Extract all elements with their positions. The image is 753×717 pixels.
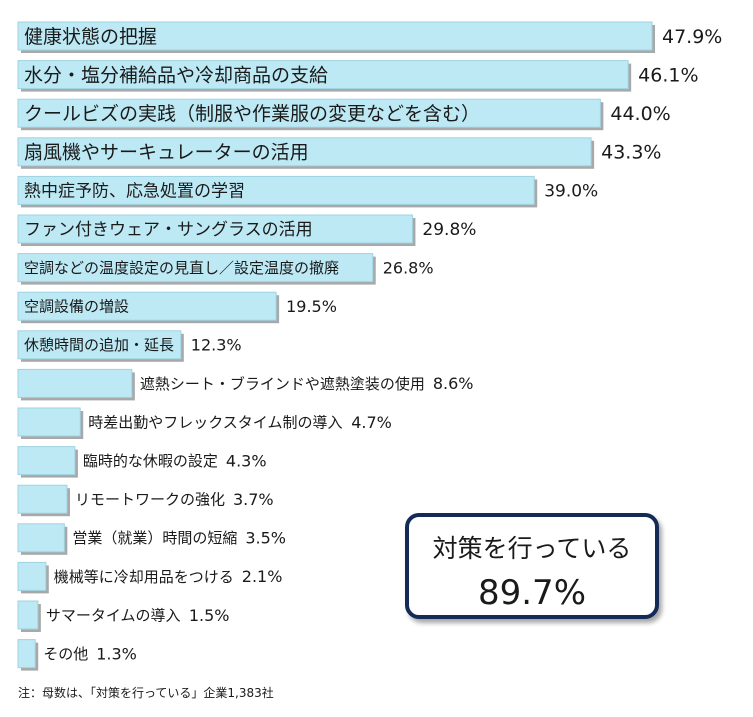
bar-value-label: 4.7%	[351, 413, 392, 432]
bar-category-label: ファン付きウェア・サングラスの活用	[24, 220, 313, 240]
bar-category-label: 熱中症予防、応急処置の学習	[24, 182, 245, 202]
bar	[17, 330, 182, 360]
bar-category-label: 休憩時間の追加・延長	[24, 336, 174, 354]
bar	[17, 137, 592, 167]
bar-value-label: 29.8%	[422, 220, 476, 240]
summary-box: 対策を行っている 89.7%	[405, 513, 659, 619]
bar	[17, 21, 653, 51]
bar	[17, 291, 277, 321]
bar-value-label: 3.5%	[245, 529, 286, 548]
bar-category-label: 水分・塩分補給品や冷却商品の支給	[24, 64, 328, 86]
bar-category-label: クールビズの実践（制服や作業服の変更などを含む）	[24, 103, 480, 125]
bar-value-label: 43.3%	[601, 142, 661, 164]
bar-value-label: 19.5%	[286, 297, 337, 316]
bar-category-label: 空調などの温度設定の見直し／設定温度の撤廃	[24, 259, 339, 277]
bar	[17, 446, 76, 476]
bar-value-label: 26.8%	[383, 258, 434, 277]
bar-value-label: 46.1%	[638, 64, 698, 86]
bar	[17, 60, 629, 90]
bar	[17, 214, 413, 244]
bar	[17, 484, 68, 514]
bar-value-label: 1.3%	[96, 644, 137, 663]
footnote: 注：母数は、「対策を行っている」企業1,383社	[18, 686, 274, 700]
bar-category-label: 扇風機やサーキュレーターの活用	[24, 142, 309, 164]
bar-value-label: 3.7%	[233, 490, 274, 509]
bar-value-label: 4.3%	[226, 451, 267, 470]
bar-value-label: 8.6%	[433, 374, 474, 393]
bar	[17, 253, 374, 283]
bar-category-label: その他	[43, 645, 88, 663]
bar	[17, 600, 39, 630]
bar-category-label: 臨時的な休暇の設定	[83, 452, 218, 470]
bar-value-label: 39.0%	[544, 182, 598, 202]
bar-value-label: 1.5%	[189, 606, 230, 625]
bar-category-label: 時差出勤やフレックスタイム制の導入	[88, 413, 342, 431]
bar	[17, 175, 535, 205]
bar-value-label: 12.3%	[191, 336, 242, 355]
bar	[17, 407, 81, 437]
bar-value-label: 44.0%	[610, 103, 670, 125]
bar-category-label: 営業（就業）時間の短縮	[72, 529, 237, 547]
bar-category-label: サマータイムの導入	[46, 606, 181, 624]
bar	[17, 639, 36, 669]
bar-value-label: 47.9%	[662, 26, 722, 48]
bar-value-label: 2.1%	[242, 567, 283, 586]
bar-category-label: 機械等に冷却用品をつける	[54, 568, 234, 586]
bar	[17, 368, 133, 398]
bar	[17, 561, 47, 591]
bar-category-label: 空調設備の増設	[24, 298, 129, 316]
bar-category-label: 遮熱シート・ブラインドや遮熱塗装の使用	[140, 375, 425, 393]
bar	[17, 523, 65, 553]
bar	[17, 98, 601, 128]
bar-category-label: 健康状態の把握	[24, 26, 157, 48]
summary-value: 89.7%	[477, 573, 586, 613]
summary-label: 対策を行っている	[432, 534, 632, 563]
bar-category-label: リモートワークの強化	[75, 491, 225, 509]
